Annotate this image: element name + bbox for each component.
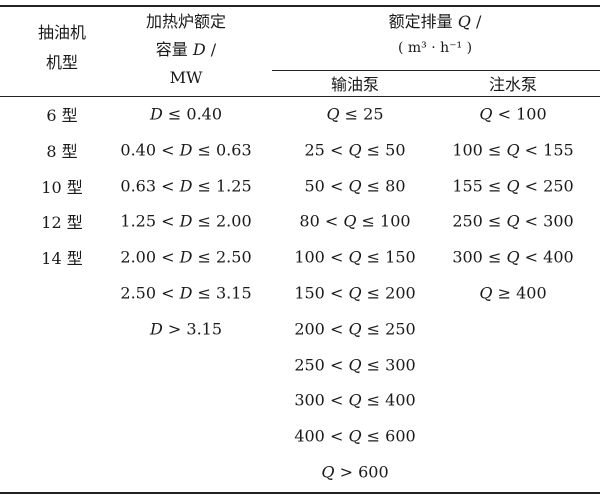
table-cell-heater: 0.63 < D ≤ 1.25: [120, 176, 252, 196]
table-cell-heater: D ≤ 0.40: [149, 104, 223, 124]
table-cell-model: 10 型: [41, 177, 83, 197]
table-cell-model: 6 型: [46, 106, 78, 125]
table-cell-model: 12 型: [41, 213, 83, 233]
header-text: 容量 D /: [155, 40, 217, 59]
table-cell-water-pump: 250 ≤ Q < 300: [452, 211, 574, 231]
table-cell-oil-pump: 80 < Q ≤ 100: [299, 211, 411, 231]
header-water-pump: 注水泵: [488, 75, 538, 94]
table-cell-heater: D > 3.15: [149, 319, 223, 339]
header-rule: [0, 96, 600, 97]
table-cell-oil-pump: 250 < Q ≤ 300: [294, 355, 416, 375]
top-rule: [0, 5, 600, 7]
header-model: 抽油机 机型: [38, 18, 86, 78]
table-cell-heater: 0.40 < D ≤ 0.63: [120, 140, 252, 160]
table-cell-model: 8 型: [46, 141, 78, 161]
header-text: 额定排量 Q /: [388, 12, 482, 31]
table-cell-heater: 1.25 < D ≤ 2.00: [120, 211, 252, 231]
table-cell-water-pump: Q ≥ 400: [479, 283, 547, 303]
header-text: 机型: [45, 53, 79, 72]
header-text: MW: [169, 68, 203, 87]
table-cell-oil-pump: 400 < Q ≤ 600: [294, 426, 416, 446]
table-cell-oil-pump: 100 < Q ≤ 150: [294, 247, 416, 267]
header-flow: 额定排量 Q / ( m³ · h⁻¹ ): [389, 9, 482, 61]
header-text: 加热炉额定: [145, 12, 227, 31]
table-cell-oil-pump: 200 < Q ≤ 250: [294, 319, 416, 339]
header-oil-pump: 输油泵: [330, 75, 380, 94]
table-cell-oil-pump: 300 < Q ≤ 400: [294, 390, 416, 410]
table-cell-model: 14 型: [41, 249, 83, 269]
table-cell-heater: 2.00 < D ≤ 2.50: [120, 247, 252, 267]
table-cell-water-pump: 300 ≤ Q < 400: [452, 247, 574, 267]
table-cell-water-pump: 155 ≤ Q < 250: [452, 176, 574, 196]
table-cell-heater: 2.50 < D ≤ 3.15: [120, 283, 252, 303]
header-unit: ( m³ · h⁻¹ ): [397, 40, 473, 56]
header-text: 抽油机: [37, 23, 87, 42]
sub-header-rule: [272, 70, 600, 71]
table-cell-water-pump: Q < 100: [479, 104, 547, 124]
bottom-rule: [0, 492, 600, 494]
table-cell-oil-pump: Q ≤ 25: [326, 104, 384, 124]
table-cell-oil-pump: 50 < Q ≤ 80: [304, 176, 406, 196]
table-cell-water-pump: 100 ≤ Q < 155: [452, 140, 574, 160]
table-cell-oil-pump: 25 < Q ≤ 50: [304, 140, 406, 160]
header-heater: 加热炉额定 容量 D / MW: [146, 8, 226, 92]
table-cell-oil-pump: Q > 600: [321, 462, 389, 482]
table-cell-oil-pump: 150 < Q ≤ 200: [294, 283, 416, 303]
